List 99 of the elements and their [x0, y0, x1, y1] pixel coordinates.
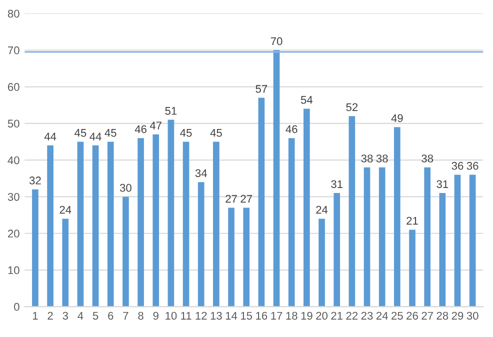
x-tick-label: 27 — [422, 312, 433, 320]
bar — [62, 218, 69, 307]
data-label: 24 — [60, 206, 72, 214]
data-label: 44 — [44, 132, 56, 140]
y-tick-label: 10 — [8, 266, 20, 274]
bar — [288, 138, 295, 307]
x-tick-label: 2 — [48, 312, 53, 320]
bar — [378, 167, 386, 307]
y-tick-label: 30 — [8, 192, 20, 201]
data-label: 38 — [376, 154, 388, 162]
data-label: 24 — [316, 206, 328, 214]
bar — [394, 127, 400, 307]
x-tick-label: 22 — [346, 312, 358, 320]
data-label: 36 — [452, 162, 464, 170]
data-label: 30 — [120, 184, 132, 192]
data-label: 21 — [406, 216, 418, 225]
x-tick-label: 5 — [92, 312, 98, 320]
bar — [228, 208, 234, 307]
data-label: 45 — [180, 129, 192, 137]
data-label: 47 — [150, 122, 162, 130]
data-label: 54 — [300, 96, 313, 104]
x-tick-label: 14 — [226, 312, 238, 320]
bar — [168, 120, 174, 307]
x-tick-label: 30 — [466, 312, 478, 320]
bar — [469, 174, 476, 307]
x-tick-label: 26 — [406, 312, 418, 320]
y-tick-label: 60 — [8, 83, 20, 91]
x-tick-label: 21 — [331, 312, 342, 320]
bar — [182, 142, 190, 307]
y-tick-label: 20 — [8, 230, 20, 238]
bar — [47, 145, 54, 307]
x-tick-label: 18 — [286, 312, 298, 320]
x-tick-label: 1 — [32, 312, 38, 320]
bar — [107, 142, 114, 307]
data-label: 44 — [90, 132, 102, 140]
x-tick-label: 6 — [108, 312, 114, 320]
bar — [198, 182, 204, 307]
data-label: 45 — [210, 129, 222, 137]
x-tick-label: 9 — [153, 312, 158, 320]
x-tick-label: 11 — [181, 312, 192, 320]
x-tick-label: 20 — [316, 312, 328, 320]
x-tick-label: 16 — [256, 312, 268, 320]
x-tick-label: 3 — [62, 312, 68, 320]
data-label: 70 — [270, 37, 282, 46]
bar — [258, 98, 265, 307]
data-label: 52 — [346, 103, 358, 112]
data-label: 46 — [286, 125, 298, 134]
bar — [122, 196, 129, 307]
bar — [32, 189, 38, 307]
x-tick-label: 13 — [210, 312, 222, 320]
data-label: 51 — [165, 107, 177, 115]
bar — [138, 138, 144, 307]
y-tick-label: 80 — [8, 10, 20, 18]
data-label: 31 — [331, 180, 342, 188]
data-label: 31 — [436, 180, 448, 188]
bar — [92, 145, 99, 307]
x-tick-label: 4 — [78, 312, 84, 320]
x-tick-label: 28 — [436, 312, 448, 320]
bar — [318, 218, 325, 307]
x-tick-label: 8 — [138, 312, 144, 320]
bar — [213, 142, 220, 307]
data-label: 45 — [104, 129, 116, 137]
bar — [454, 174, 461, 307]
bar — [152, 134, 160, 307]
bar — [273, 50, 280, 307]
data-label: 45 — [74, 129, 86, 137]
x-tick-label: 23 — [361, 312, 373, 320]
data-label: 49 — [391, 114, 403, 122]
x-tick-label: 19 — [301, 312, 312, 320]
bar — [409, 230, 416, 307]
bar — [334, 193, 340, 307]
x-tick-label: 24 — [376, 312, 388, 320]
data-label: 27 — [226, 194, 237, 203]
data-label: 57 — [256, 85, 268, 93]
data-label: 38 — [422, 154, 434, 162]
data-label: 38 — [361, 154, 373, 162]
y-tick-label: 40 — [8, 156, 20, 164]
bar — [304, 108, 310, 307]
x-tick-label: 15 — [241, 312, 252, 320]
data-label: 34 — [195, 169, 207, 178]
data-label: 36 — [466, 162, 478, 170]
y-tick-label: 70 — [8, 46, 20, 54]
y-tick-label: 0 — [14, 302, 20, 311]
x-tick-label: 10 — [166, 312, 177, 320]
bar — [243, 208, 250, 307]
data-label: 32 — [29, 176, 41, 184]
x-tick-label: 12 — [196, 312, 207, 320]
data-label: 27 — [240, 194, 252, 203]
data-label: 46 — [134, 125, 146, 134]
bar — [424, 167, 431, 307]
x-tick-label: 25 — [392, 312, 403, 320]
x-tick-label: 17 — [271, 312, 282, 320]
bar — [77, 142, 84, 307]
bar — [348, 116, 356, 307]
x-tick-label: 7 — [123, 312, 128, 320]
y-tick-label: 50 — [8, 120, 20, 128]
bar — [439, 193, 446, 307]
x-tick-label: 29 — [452, 312, 464, 320]
bar — [364, 167, 370, 307]
